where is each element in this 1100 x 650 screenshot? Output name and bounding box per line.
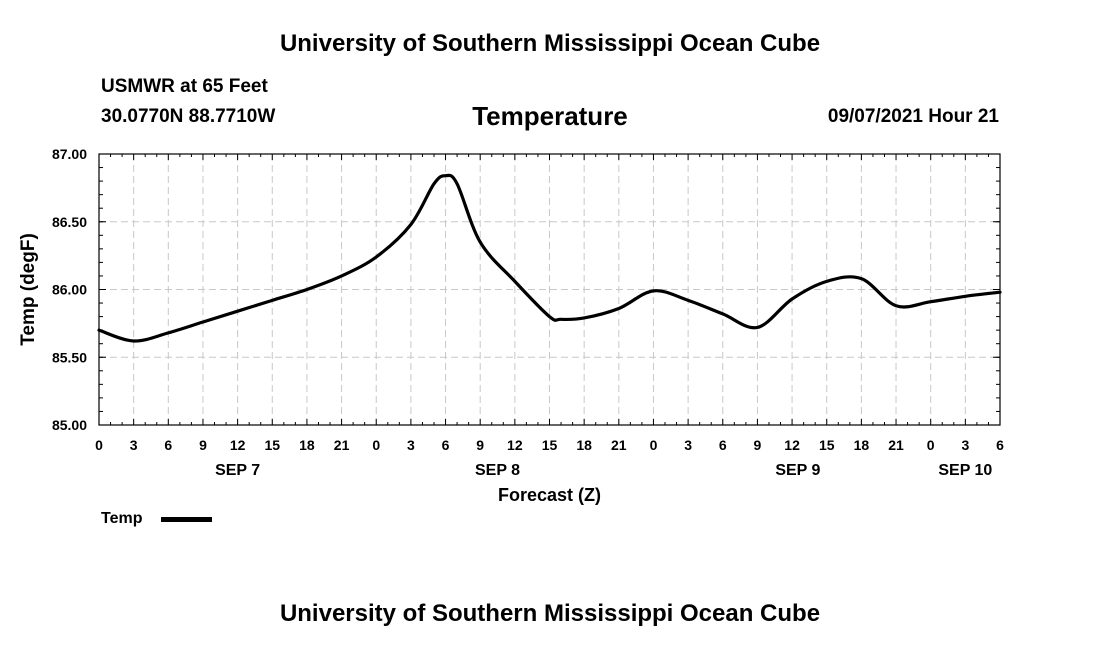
x-tick-label: 3: [684, 437, 692, 453]
day-label: SEP 10: [938, 462, 992, 479]
forecast-run-time: 09/07/2021 Hour 21: [827, 106, 999, 127]
day-label: SEP 9: [775, 462, 820, 479]
x-tick-label: 15: [264, 437, 280, 453]
y-tick-label: 85.50: [52, 349, 87, 365]
x-tick-label: 15: [542, 437, 558, 453]
page-title: University of Southern Mississippi Ocean…: [279, 30, 821, 57]
day-label: SEP 7: [215, 462, 260, 479]
x-tick-label: 6: [164, 437, 172, 453]
plot-frame: [98, 153, 1001, 426]
x-tick-label: 15: [819, 437, 835, 453]
x-tick-label: 0: [650, 437, 658, 453]
x-tick-label: 21: [334, 437, 350, 453]
x-tick-label: 21: [611, 437, 627, 453]
x-tick-label: 6: [719, 437, 727, 453]
x-tick-label: 21: [888, 437, 904, 453]
station-coordinates: 30.0770N 88.7710W: [101, 106, 276, 127]
y-tick-label: 87.00: [52, 146, 87, 162]
chart-axes: [98, 153, 1001, 426]
station-label: USMWR at 65 Feet: [101, 76, 268, 97]
x-tick-label: 12: [507, 437, 523, 453]
x-tick-label: 9: [476, 437, 484, 453]
x-tick-label: 18: [576, 437, 592, 453]
x-tick-label: 18: [854, 437, 870, 453]
parameter-title: Temperature: [472, 101, 628, 131]
x-tick-label: 12: [230, 437, 246, 453]
y-tick-label: 86.50: [52, 214, 87, 230]
x-tick-label: 0: [95, 437, 103, 453]
footer-title: University of Southern Mississippi Ocean…: [279, 600, 821, 627]
x-tick-label: 6: [996, 437, 1004, 453]
y-tick-label: 85.00: [52, 417, 87, 433]
x-tick-label: 0: [372, 437, 380, 453]
x-tick-label: 18: [299, 437, 315, 453]
chart-labels: 0 3 6 9 12 15 18 21 0 3 6 9 12 15 18 21 0 3 6 9 12 15 18 21 0 3 6 8…: [18, 146, 1004, 505]
x-tick-label: 3: [407, 437, 415, 453]
legend-label: Temp: [101, 510, 143, 527]
x-tick-label: 3: [130, 437, 138, 453]
day-label: SEP 8: [475, 462, 520, 479]
x-axis-title: Forecast (Z): [498, 485, 601, 505]
temp-series-line: [97, 173, 1002, 343]
legend-swatch: [161, 517, 212, 522]
x-tick-label: 9: [754, 437, 762, 453]
x-tick-label: 0: [927, 437, 935, 453]
x-tick-label: 6: [442, 437, 450, 453]
y-tick-label: 86.00: [52, 282, 87, 298]
x-tick-label: 3: [961, 437, 969, 453]
x-tick-label: 12: [784, 437, 800, 453]
chart-grid: [99, 154, 1000, 425]
chart-series: [97, 173, 1002, 343]
y-axis-title: Temp (degF): [18, 233, 39, 346]
x-tick-label: 9: [199, 437, 207, 453]
